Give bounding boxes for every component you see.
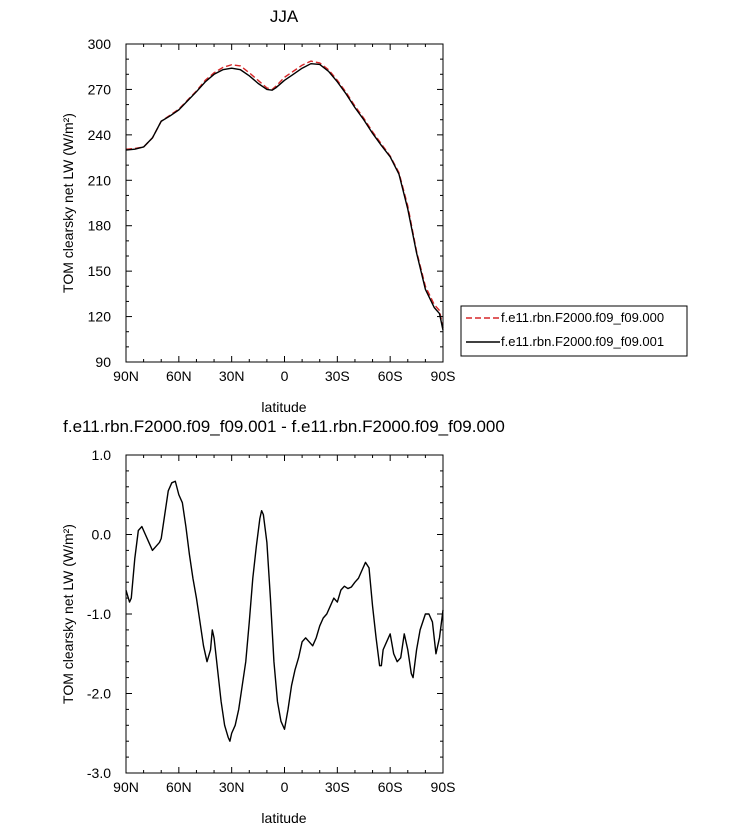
top-y-tick-label: 120: [88, 309, 112, 325]
bottom-y-tick-label: -3.0: [87, 765, 111, 781]
bottom-y-tick-label: -2.0: [87, 686, 111, 702]
top-x-tick-label: 30S: [325, 368, 350, 384]
top-x-tick-label: 90N: [113, 368, 139, 384]
bottom-x-tick-label: 90S: [431, 779, 456, 795]
top-y-tick-label: 210: [88, 172, 112, 188]
top-y-tick-label: 240: [88, 127, 112, 143]
top-x-axis-title: latitude: [261, 399, 306, 415]
top-x-tick-label: 60N: [166, 368, 192, 384]
top-panel: JJA 90N 60N 30N 0 30S 60S 90S 90 120 150 180 210 240…: [60, 7, 688, 415]
top-x-tick-label: 30N: [219, 368, 245, 384]
top-y-tick-label: 180: [88, 218, 112, 234]
top-y-tick-label: 300: [88, 36, 112, 52]
legend-box: [460, 305, 688, 357]
bottom-x-tick-label: 30S: [325, 779, 350, 795]
top-plot-frame: [125, 43, 444, 363]
bottom-x-tick-label: 30N: [219, 779, 245, 795]
bottom-x-axis-title: latitude: [261, 810, 306, 826]
legend-label-series-001: f.e11.rbn.F2000.f09_f09.001: [501, 334, 664, 349]
legend: f.e11.rbn.F2000.f09_f09.000 f.e11.rbn.F2…: [460, 305, 688, 357]
bottom-y-tick-label: 1.0: [92, 447, 112, 463]
bottom-x-tick-label: 60N: [166, 779, 192, 795]
bottom-chart-title: f.e11.rbn.F2000.f09_f09.001 - f.e11.rbn.…: [63, 417, 505, 436]
top-series-line-0: [125, 60, 444, 329]
top-series-group: [125, 60, 444, 331]
top-chart-title: JJA: [270, 7, 299, 26]
bottom-y-axis-title: TOM clearsky net LW (W/m²): [60, 524, 76, 704]
top-y-tick-label: 90: [95, 354, 111, 370]
bottom-series-line-0: [125, 480, 444, 742]
top-x-tick-label: 60S: [378, 368, 403, 384]
top-y-tick-label: 150: [88, 263, 112, 279]
bottom-x-tick-label: 90N: [113, 779, 139, 795]
top-x-tick-label: 90S: [431, 368, 456, 384]
top-series-line-1: [125, 62, 444, 331]
top-y-axis-title: TOM clearsky net LW (W/m²): [60, 113, 76, 293]
bottom-y-tick-label: 0.0: [92, 527, 112, 543]
top-x-tick-label: 0: [281, 368, 289, 384]
bottom-axes: 90N 60N 30N 0 30S 60S 90S 1.0 0.0 -1.0 -2.0 -3.0: [87, 447, 456, 795]
legend-label-series-000: f.e11.rbn.F2000.f09_f09.000: [501, 310, 664, 325]
top-y-tick-label: 270: [88, 81, 112, 97]
bottom-x-tick-label: 60S: [378, 779, 403, 795]
bottom-x-tick-label: 0: [281, 779, 289, 795]
top-axes: 90N 60N 30N 0 30S 60S 90S 90 120 150 180 210 240 270 3…: [88, 36, 456, 384]
bottom-series-group: [125, 480, 444, 742]
bottom-panel: f.e11.rbn.F2000.f09_f09.001 - f.e11.rbn.…: [60, 417, 505, 826]
bottom-y-tick-label: -1.0: [87, 606, 111, 622]
